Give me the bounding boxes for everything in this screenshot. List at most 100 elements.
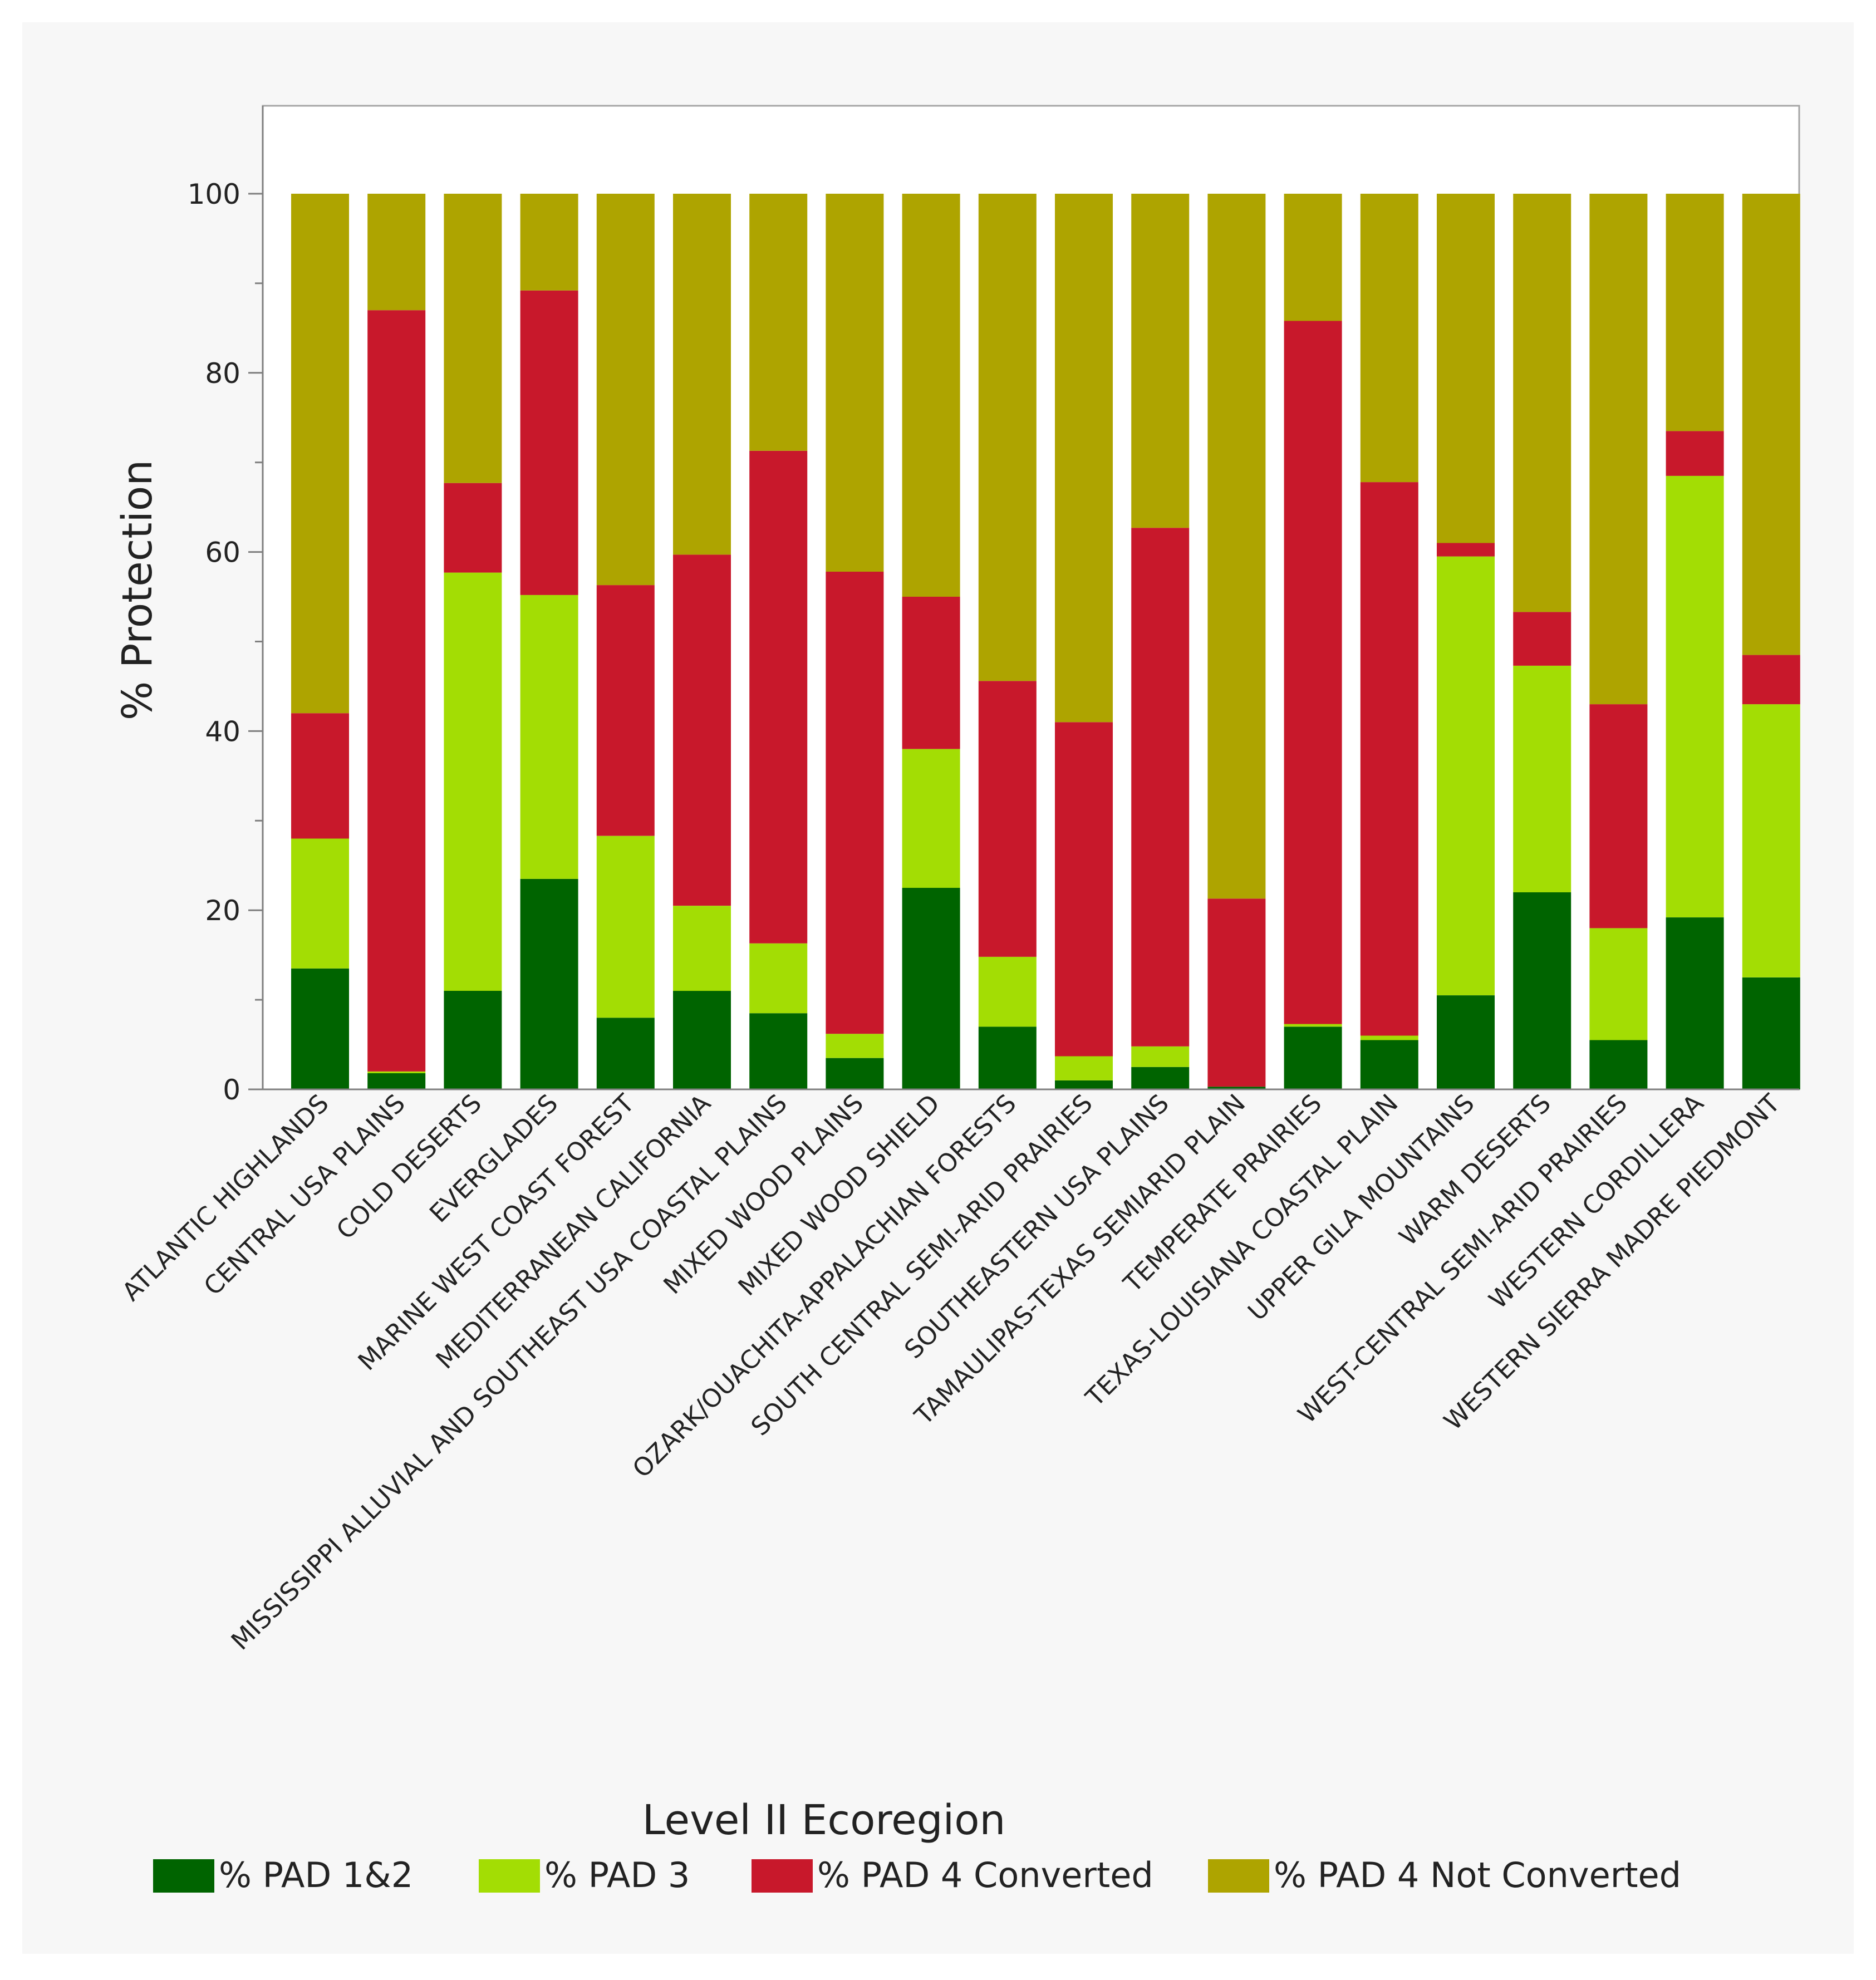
legend-label-2: % PAD 3 — [544, 1855, 690, 1895]
bar-segment-3-11 — [1055, 722, 1113, 1057]
legend-swatch-2 — [479, 1859, 540, 1893]
bar-segment-2-17 — [1513, 665, 1571, 892]
bar-segment-3-2 — [367, 310, 426, 1072]
y-axis-title: % Protection — [114, 460, 161, 720]
legend-swatch-3 — [752, 1859, 813, 1893]
bar-segment-4-16 — [1437, 194, 1495, 543]
bar-segment-1-7 — [749, 1013, 808, 1089]
x-axis-title: Level II Ecoregion — [642, 1796, 1006, 1844]
bar-segment-2-4 — [520, 595, 578, 879]
bar-segment-2-15 — [1360, 1035, 1418, 1040]
bar-segment-3-10 — [978, 681, 1037, 957]
bar-segment-3-16 — [1437, 543, 1495, 557]
y-tick-label: 40 — [205, 715, 240, 748]
bar-segment-1-17 — [1513, 892, 1571, 1089]
bar-segment-4-5 — [596, 194, 655, 586]
bar-segment-4-9 — [902, 194, 960, 597]
bar-segment-1-13 — [1207, 1087, 1266, 1089]
bar-segment-2-7 — [749, 943, 808, 1014]
bar-segment-3-6 — [673, 554, 731, 906]
bar-segment-2-10 — [978, 956, 1037, 1027]
bar-segment-4-2 — [367, 194, 426, 311]
bar-segment-4-13 — [1207, 194, 1266, 899]
bar-segment-1-12 — [1131, 1067, 1190, 1089]
legend-swatch-1 — [153, 1859, 214, 1893]
bar-segment-2-18 — [1589, 928, 1648, 1040]
bar-segment-3-13 — [1207, 898, 1266, 1087]
legend-label-3: % PAD 4 Converted — [817, 1855, 1153, 1895]
bar-segment-1-14 — [1284, 1026, 1342, 1089]
bar-segment-4-14 — [1284, 194, 1342, 321]
bar-segment-1-11 — [1055, 1080, 1113, 1089]
bar-segment-2-14 — [1284, 1024, 1342, 1027]
bar-segment-2-9 — [902, 749, 960, 888]
bar-segment-1-16 — [1437, 995, 1495, 1089]
bar-segment-3-9 — [902, 597, 960, 749]
x-tick-label: MEDITERRANEAN CALIFORNIA — [430, 1088, 716, 1374]
bar-segment-1-3 — [444, 991, 502, 1089]
bar-segment-1-9 — [902, 888, 960, 1089]
bar-segment-4-1 — [291, 194, 349, 714]
bar-segment-1-20 — [1742, 977, 1800, 1089]
y-tick-label: 0 — [223, 1074, 240, 1106]
bar-segment-1-8 — [826, 1058, 884, 1089]
bar-segment-4-18 — [1589, 194, 1648, 705]
bar-segment-3-20 — [1742, 655, 1800, 705]
bar-segment-1-5 — [596, 1018, 655, 1089]
bar-segment-1-19 — [1666, 917, 1724, 1089]
bar-segment-4-8 — [826, 194, 884, 572]
bar-segment-1-6 — [673, 991, 731, 1089]
y-axis: 0 20 40 60 80 100 — [188, 106, 264, 1106]
bar-segment-2-8 — [826, 1034, 884, 1058]
bar-segment-1-4 — [520, 878, 578, 1089]
legend: % PAD 1&2 % PAD 3 % PAD 4 Converted % PAD 4… — [153, 1855, 1681, 1895]
y-tick-label: 80 — [205, 357, 240, 390]
bar-segment-3-1 — [291, 713, 349, 839]
bar-segment-1-18 — [1589, 1040, 1648, 1089]
bar-segment-4-12 — [1131, 194, 1190, 528]
bar-segment-1-15 — [1360, 1040, 1418, 1089]
x-tick-label: MARINE WEST COAST FOREST — [352, 1088, 640, 1376]
bar-segment-4-3 — [444, 194, 502, 483]
bar-segment-3-12 — [1131, 528, 1190, 1046]
bar-segment-2-11 — [1055, 1056, 1113, 1080]
bar-segment-2-5 — [596, 836, 655, 1018]
bar-segment-3-3 — [444, 483, 502, 573]
y-tick-label: 20 — [205, 895, 240, 927]
legend-swatch-4 — [1208, 1859, 1269, 1893]
bar-segment-2-19 — [1666, 475, 1724, 917]
bar-segment-4-4 — [520, 194, 578, 291]
bar-segment-4-15 — [1360, 194, 1418, 483]
bar-segment-4-19 — [1666, 194, 1724, 431]
bar-segment-3-7 — [749, 450, 808, 944]
y-tick-label: 100 — [188, 178, 240, 210]
bar-segment-3-19 — [1666, 431, 1724, 476]
bar-segment-3-8 — [826, 572, 884, 1034]
bar-segment-2-3 — [444, 572, 502, 991]
bar-segment-4-17 — [1513, 194, 1571, 612]
bar-segment-3-14 — [1284, 321, 1342, 1024]
bar-segment-4-6 — [673, 194, 731, 555]
bars-group — [291, 194, 1800, 1089]
bar-segment-2-20 — [1742, 704, 1800, 977]
bar-segment-2-1 — [291, 838, 349, 969]
bar-segment-4-7 — [749, 194, 808, 451]
bar-segment-2-16 — [1437, 556, 1495, 995]
bar-segment-3-4 — [520, 290, 578, 595]
bar-segment-4-10 — [978, 194, 1037, 681]
bar-segment-4-20 — [1742, 194, 1800, 655]
bar-segment-2-6 — [673, 906, 731, 991]
y-tick-label: 60 — [205, 537, 240, 569]
bar-segment-3-15 — [1360, 482, 1418, 1036]
legend-label-4: % PAD 4 Not Converted — [1274, 1855, 1681, 1895]
bar-segment-4-11 — [1055, 194, 1113, 723]
bar-segment-3-17 — [1513, 612, 1571, 666]
chart-panel: 0 20 40 60 80 100 ATLANTIC HIGHLANDS CENTRAL U… — [22, 22, 1854, 1954]
bar-segment-3-5 — [596, 585, 655, 836]
bar-segment-2-12 — [1131, 1046, 1190, 1067]
bar-segment-1-10 — [978, 1026, 1037, 1089]
bar-segment-1-2 — [367, 1073, 426, 1089]
bar-segment-3-18 — [1589, 704, 1648, 928]
